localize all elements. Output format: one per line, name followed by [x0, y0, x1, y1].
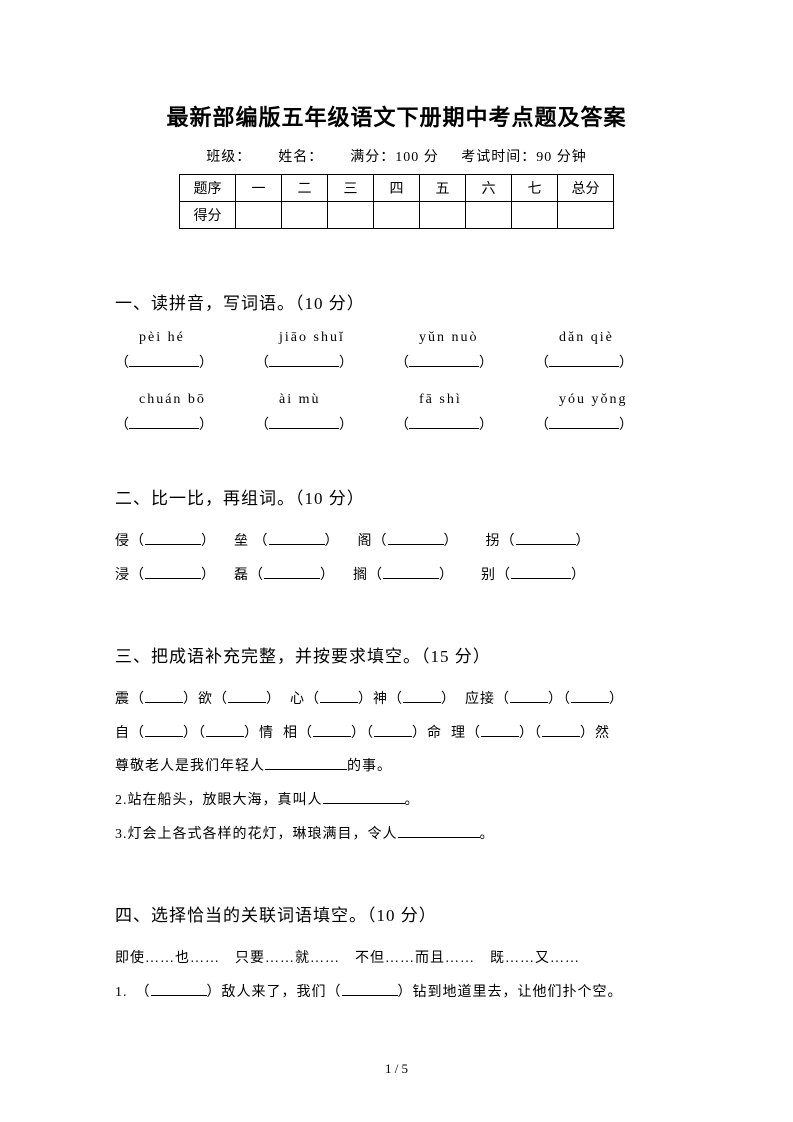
blank-item: （） [115, 352, 255, 372]
section-3: 三、把成语补充完整，并按要求填空。（15 分） 震（）欲（） 心（）神（） 应接… [115, 642, 678, 851]
table-cell [236, 202, 282, 229]
page-number: 1 / 5 [0, 1061, 793, 1077]
text: 3.灯会上各式各样的花灯，琳琅满目，令人 [115, 827, 398, 842]
time-value: 90 分钟 [536, 150, 587, 165]
pinyin-item: jiāo shuǐ [255, 330, 395, 346]
options-line: 即使……也…… 只要……就…… 不但……而且…… 既……又…… [115, 942, 678, 976]
word-char: 搁 [353, 568, 368, 583]
sentence-line: 尊敬老人是我们年轻人 的事。 [115, 750, 678, 784]
text: 1. （ [115, 985, 151, 1000]
section-title: 三、把成语补充完整，并按要求填空。（15 分） [115, 642, 678, 667]
word-char: 垒 [234, 534, 249, 549]
table-cell [420, 202, 466, 229]
blank-item: （） [255, 352, 395, 372]
exam-info: 班级： 姓名： 满分：100 分 考试时间：90 分钟 [115, 146, 678, 166]
table-cell: 总分 [558, 175, 614, 202]
table-cell: 五 [420, 175, 466, 202]
table-cell: 六 [466, 175, 512, 202]
section-title: 二、比一比，再组词。（10 分） [115, 484, 678, 509]
section-title: 四、选择恰当的关联词语填空。（10 分） [115, 901, 678, 926]
word-char: 侵 [115, 534, 130, 549]
section-4: 四、选择恰当的关联词语填空。（10 分） 即使……也…… 只要……就…… 不但…… [115, 901, 678, 1009]
section-2: 二、比一比，再组词。（10 分） 侵（） 垒 （） 阁（） 拐（） 浸（） 磊（… [115, 484, 678, 592]
word-char: 磊 [234, 568, 249, 583]
name-label: 姓名： [278, 150, 323, 165]
fullscore-label: 满分： [350, 150, 395, 165]
text: 的事。 [347, 759, 392, 774]
word-char: 浸 [115, 568, 130, 583]
char: 理 [451, 726, 466, 741]
table-cell: 题序 [180, 175, 236, 202]
section-title: 一、读拼音，写词语。（10 分） [115, 289, 678, 314]
question-line: 1. （ ）敌人来了，我们（ ）钻到地道里去，让他们扑个空。 [115, 976, 678, 1010]
table-cell [512, 202, 558, 229]
time-label: 考试时间： [461, 150, 536, 165]
score-table: 题序 一 二 三 四 五 六 七 总分 得分 [179, 174, 614, 229]
blank-item: （） [395, 352, 535, 372]
char: 然 [595, 726, 610, 741]
word-char: 阁 [358, 534, 373, 549]
word-char: 别 [481, 568, 496, 583]
section-1: 一、读拼音，写词语。（10 分） pèi hé jiāo shuǐ yǔn nu… [115, 289, 678, 434]
text: 尊敬老人是我们年轻人 [115, 759, 265, 774]
word-char: 拐 [486, 534, 501, 549]
blank-item: （） [395, 414, 535, 434]
char: 应接 [465, 692, 495, 707]
pinyin-item: pèi hé [115, 330, 255, 346]
pinyin-item: chuán bō [115, 392, 255, 408]
table-cell [328, 202, 374, 229]
word-row: 浸（） 磊（） 搁（） 别（） [115, 559, 678, 593]
table-cell: 一 [236, 175, 282, 202]
pinyin-item: yǔn nuò [395, 330, 535, 346]
blank-item: （） [535, 352, 675, 372]
sentence-line: 2.站在船头，放眼大海，真叫人。 [115, 784, 678, 818]
class-label: 班级： [206, 150, 251, 165]
pinyin-item: ài mù [255, 392, 395, 408]
table-row: 题序 一 二 三 四 五 六 七 总分 [180, 175, 614, 202]
table-cell: 三 [328, 175, 374, 202]
char: 自 [115, 726, 130, 741]
pinyin-item: dǎn qiè [535, 330, 675, 346]
table-cell: 得分 [180, 202, 236, 229]
table-cell: 二 [282, 175, 328, 202]
fullscore-value: 100 分 [395, 150, 439, 165]
word-row: 侵（） 垒 （） 阁（） 拐（） [115, 525, 678, 559]
pinyin-item: yóu yǒng [535, 392, 675, 408]
table-cell [466, 202, 512, 229]
blank-item: （） [535, 414, 675, 434]
char: 心 [290, 692, 305, 707]
char: 震 [115, 692, 130, 707]
table-row: 得分 [180, 202, 614, 229]
text: 2.站在船头，放眼大海，真叫人 [115, 793, 323, 808]
sentence-line: 3.灯会上各式各样的花灯，琳琅满目，令人。 [115, 818, 678, 852]
pinyin-item: fā shì [395, 392, 535, 408]
char: 神 [373, 692, 388, 707]
table-cell [282, 202, 328, 229]
table-cell: 七 [512, 175, 558, 202]
text: ）敌人来了，我们（ [207, 985, 342, 1000]
page-title: 最新部编版五年级语文下册期中考点题及答案 [115, 100, 678, 132]
blank-item: （） [255, 414, 395, 434]
table-cell [558, 202, 614, 229]
char: 相 [283, 726, 298, 741]
table-cell: 四 [374, 175, 420, 202]
char: 情 [259, 726, 274, 741]
table-cell [374, 202, 420, 229]
text: ）钻到地道里去，让他们扑个空。 [398, 985, 623, 1000]
blank-item: （） [115, 414, 255, 434]
idiom-line: 震（）欲（） 心（）神（） 应接（）（） [115, 683, 678, 717]
char: 命 [427, 726, 442, 741]
char: 欲 [198, 692, 213, 707]
idiom-line: 自（）（）情 相（）（）命 理（）（）然 [115, 717, 678, 751]
